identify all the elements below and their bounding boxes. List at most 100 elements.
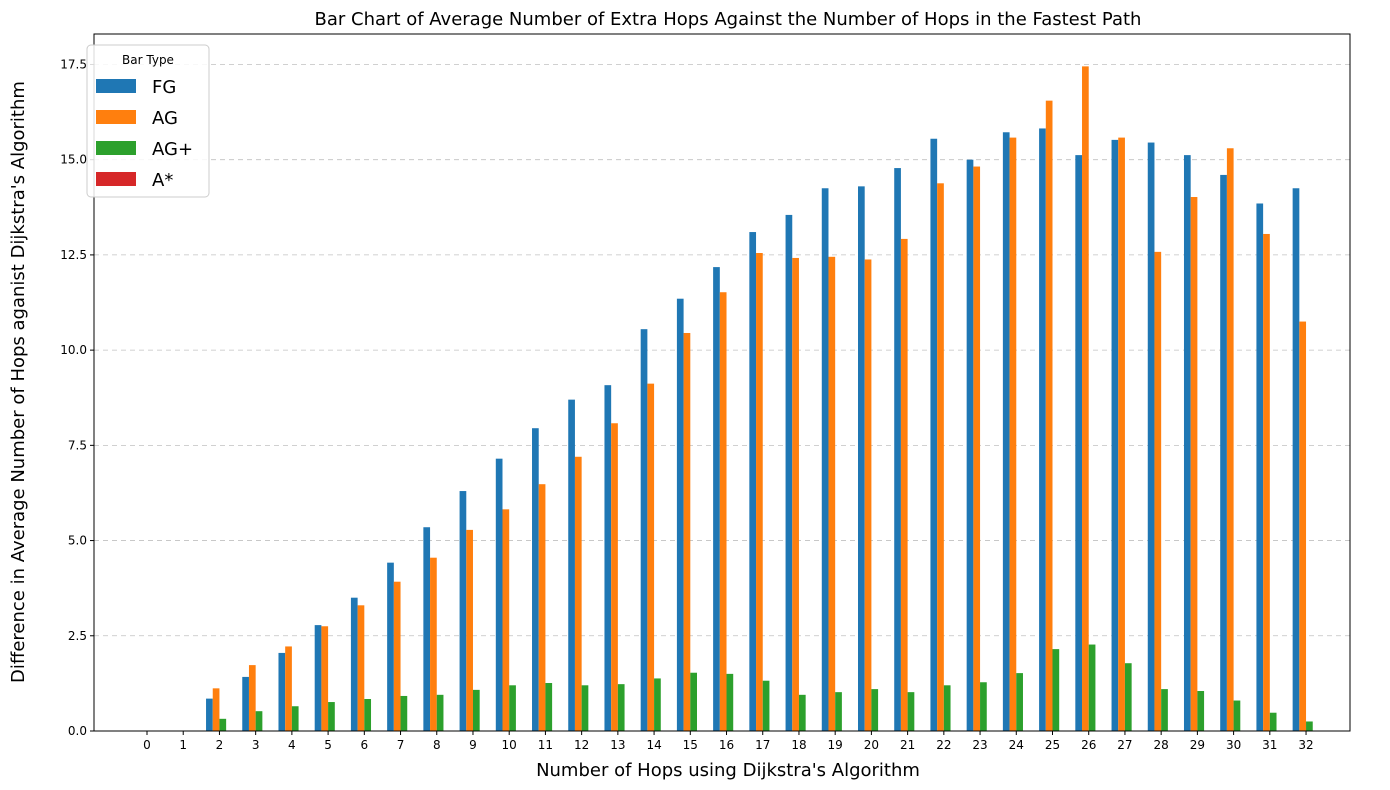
bar-ag--7 <box>400 695 408 731</box>
x-tick-label: 23 <box>972 738 987 752</box>
bar-ag--14 <box>654 678 661 731</box>
bar-ag-28 <box>1154 251 1162 731</box>
bar-ag--23 <box>980 682 987 731</box>
bar-fg-15 <box>676 298 684 731</box>
bar-ag-24 <box>1009 137 1017 732</box>
y-tick-label: 2.5 <box>68 629 87 643</box>
bar-fg-22 <box>930 138 938 732</box>
x-tick-label: 3 <box>252 738 260 752</box>
bar-ag-4 <box>285 646 292 731</box>
bar-fg-19 <box>821 188 829 732</box>
bar-ag-10 <box>502 509 510 731</box>
x-tick-label: 32 <box>1298 738 1313 752</box>
bar-ag-22 <box>937 183 944 731</box>
bar-fg-2 <box>206 698 213 731</box>
bar-ag--9 <box>472 689 480 731</box>
legend-label: AG <box>152 108 178 129</box>
bar-ag-17 <box>756 253 763 731</box>
bar-ag-20 <box>864 259 872 731</box>
bar-fg-27 <box>1111 139 1119 731</box>
bar-ag-12 <box>574 456 582 731</box>
x-tick-label: 18 <box>791 738 806 752</box>
plot-area-frame <box>93 33 1351 732</box>
bar-ag-8 <box>430 557 437 731</box>
x-tick-label: 5 <box>324 738 332 752</box>
bar-ag--17 <box>762 680 770 731</box>
x-tick-label: 21 <box>900 738 915 752</box>
bar-ag-14 <box>647 383 655 731</box>
bar-ag--6 <box>364 699 372 731</box>
x-axis-ticks: 0 1 2 3 4 5 6 7 8 9 10 11 12 13 14 15 16 17 18 19 20 21 22 23 24… <box>143 731 1314 752</box>
bar-ag--30 <box>1233 700 1241 731</box>
bar-fg-32 <box>1292 188 1300 732</box>
bar-fg-30 <box>1220 174 1227 732</box>
legend: Bar Type FG AG AG+ A* <box>86 44 210 198</box>
bar-fg-11 <box>532 428 539 731</box>
x-tick-label: 8 <box>433 738 441 752</box>
bar-ag--27 <box>1124 663 1132 731</box>
bar-ag--31 <box>1269 712 1277 731</box>
bar-fg-3 <box>242 676 249 731</box>
bar-ag-9 <box>466 529 473 731</box>
bar-fg-25 <box>1039 128 1046 731</box>
bar-fg-8 <box>423 527 431 731</box>
bar-ag--12 <box>581 685 589 731</box>
bar-ag--16 <box>726 673 734 731</box>
legend-label: FG <box>152 77 176 98</box>
bar-fg-14 <box>640 329 648 731</box>
bar-ag-29 <box>1190 197 1198 731</box>
bars <box>206 66 1313 732</box>
bar-ag--4 <box>291 706 299 731</box>
bar-ag-23 <box>973 166 981 732</box>
grid-lines <box>94 64 1350 637</box>
y-tick-label: 0.0 <box>68 724 87 738</box>
x-tick-label: 25 <box>1045 738 1060 752</box>
y-tick-label: 17.5 <box>60 57 87 71</box>
bar-fg-26 <box>1075 155 1083 731</box>
bar-ag--25 <box>1052 649 1060 731</box>
x-tick-label: 10 <box>502 738 517 752</box>
bar-fg-7 <box>387 562 394 731</box>
bar-ag--22 <box>943 685 951 731</box>
x-tick-label: 17 <box>755 738 770 752</box>
bar-ag-16 <box>719 292 727 731</box>
x-tick-label: 2 <box>216 738 224 752</box>
bar-ag-5 <box>321 626 329 731</box>
bar-fg-31 <box>1256 203 1264 731</box>
bar-ag-30 <box>1226 148 1234 731</box>
y-axis-label: Difference in Average Number of Hops aga… <box>8 81 29 683</box>
legend-label: A* <box>152 170 173 191</box>
x-tick-label: 11 <box>538 738 553 752</box>
x-tick-label: 29 <box>1190 738 1205 752</box>
x-tick-label: 27 <box>1117 738 1132 752</box>
x-tick-label: 22 <box>936 738 951 752</box>
x-tick-label: 4 <box>288 738 296 752</box>
y-tick-label: 7.5 <box>68 438 87 452</box>
legend-label: AG+ <box>152 139 193 160</box>
x-tick-label: 7 <box>397 738 405 752</box>
bar-ag--2 <box>219 718 227 731</box>
x-tick-label: 19 <box>828 738 843 752</box>
bar-ag-25 <box>1045 100 1053 731</box>
bar-fg-16 <box>713 267 720 731</box>
x-tick-label: 31 <box>1262 738 1277 752</box>
x-tick-label: 1 <box>179 738 187 752</box>
x-tick-label: 26 <box>1081 738 1096 752</box>
bar-fg-12 <box>568 399 575 731</box>
bar-fg-6 <box>350 597 358 731</box>
bar-ag-31 <box>1263 233 1270 731</box>
y-tick-label: 12.5 <box>60 248 87 262</box>
bar-ag--18 <box>798 694 806 731</box>
legend-swatch <box>96 141 136 155</box>
bar-fg-18 <box>785 214 793 732</box>
y-tick-label: 5.0 <box>68 534 87 548</box>
x-tick-label: 28 <box>1154 738 1169 752</box>
bar-ag-19 <box>828 256 836 731</box>
bar-fg-10 <box>495 458 503 731</box>
bar-fg-5 <box>314 625 322 731</box>
bar-ag-32 <box>1299 321 1307 731</box>
x-tick-label: 16 <box>719 738 734 752</box>
bar-ag--19 <box>835 692 842 731</box>
bar-ag-15 <box>683 332 691 731</box>
